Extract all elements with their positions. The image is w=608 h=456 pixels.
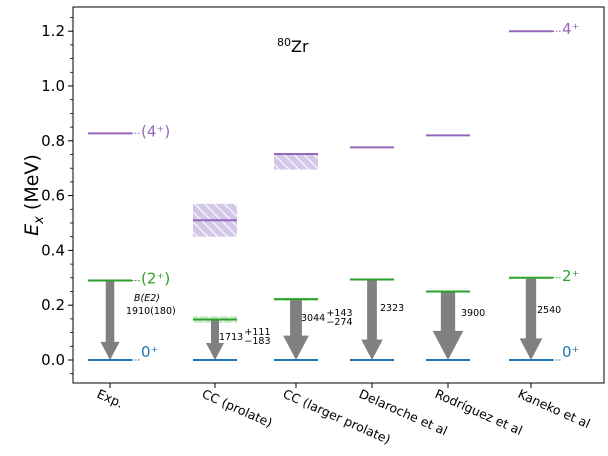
y-tick-label: 1.2 <box>41 22 65 40</box>
spin-labels: 0⁺ (2⁺) (4⁺) 0⁺ 2⁺ 4⁺ <box>141 20 579 361</box>
spin-label: 2⁺ <box>562 267 579 285</box>
be2-label-sub: −183 <box>244 336 270 347</box>
transition-arrow <box>519 278 543 360</box>
title-mass: 80 <box>277 36 291 49</box>
transition-arrow <box>100 281 120 360</box>
y-tick-label: 0.2 <box>41 296 65 314</box>
be2-label-sup: +143 <box>326 308 352 319</box>
y-axis-label-sub: x <box>32 216 47 225</box>
spin-label: 0⁺ <box>562 343 579 361</box>
x-category-label: CC (prolate) <box>200 386 275 430</box>
level-connectors <box>132 30 561 361</box>
band-4plus <box>274 153 318 170</box>
be2-label-title: B(E2) <box>134 293 160 304</box>
y-axis-label: Ex (MeV) <box>21 154 47 236</box>
be2-label-value: 2323 <box>380 303 404 314</box>
plot-frame <box>72 6 605 384</box>
transition-arrow <box>206 320 224 360</box>
be2-label-value: 3044 <box>301 313 325 324</box>
y-tick-label: 0.8 <box>41 132 65 150</box>
energy-levels <box>88 30 553 361</box>
y-axis: 0.0 0.2 0.4 0.6 0.8 1.0 1.2 <box>41 17 73 375</box>
y-tick-label: 0.0 <box>41 351 65 369</box>
chart-title: 80Zr <box>277 36 309 56</box>
be2-label-value: 2540 <box>537 305 561 316</box>
y-axis-label-unit: (MeV) <box>21 154 43 216</box>
uncertainty-bands <box>193 153 318 324</box>
spin-label: 0⁺ <box>141 343 158 361</box>
be2-label-sub: −274 <box>326 317 352 328</box>
y-tick-label: 0.6 <box>41 187 65 205</box>
transition-arrow <box>432 292 464 360</box>
y-tick-label: 1.0 <box>41 77 65 95</box>
spin-label: (2⁺) <box>141 270 170 288</box>
y-tick-label: 0.4 <box>41 241 65 259</box>
be2-label-value: 3900 <box>461 308 485 319</box>
transition-arrow <box>283 300 309 360</box>
be2-label-sup: +111 <box>244 327 270 338</box>
spin-label: 4⁺ <box>562 20 579 38</box>
spin-label: (4⁺) <box>141 122 170 140</box>
be2-label-value: 1713 <box>219 332 243 343</box>
be2-labels: B(E2) 1910(180) 1713 +111−183 3044 +143−274 23… <box>126 293 561 347</box>
title-element: Zr <box>291 37 309 56</box>
x-category-label: Kaneko et al <box>516 386 593 431</box>
be2-label-value: 1910(180) <box>126 306 176 317</box>
transition-arrow <box>361 280 383 360</box>
x-axis: Exp. CC (prolate) CC (larger prolate)Delar… <box>95 383 593 447</box>
x-category-label: Exp. <box>95 386 126 411</box>
transition-arrows <box>100 278 543 360</box>
y-axis-label-main: E <box>21 224 43 236</box>
